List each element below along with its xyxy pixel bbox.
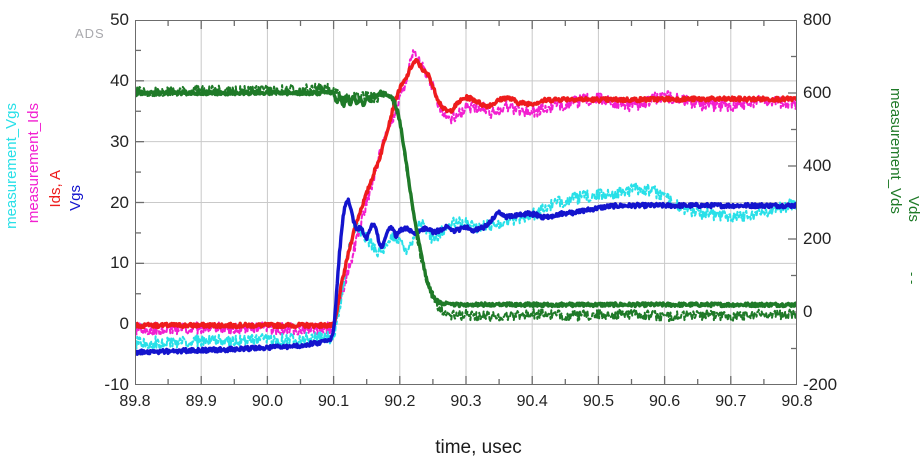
series-measurement-vgs (135, 182, 797, 350)
x-tick: 90.3 (450, 393, 482, 410)
right-axis-label-vds: Vds (905, 196, 921, 222)
y-tick-left: -10 (104, 375, 129, 394)
y-tick-right: -200 (803, 375, 838, 394)
y-tick-right: 600 (803, 83, 832, 102)
left-axis-label-measurement-vgs: measurement_Vgs (3, 103, 20, 229)
grid-layer (135, 20, 797, 385)
ads-watermark: ADS (75, 26, 105, 41)
series-ids-a (135, 57, 797, 330)
y-tick-left: 10 (110, 253, 129, 273)
series-measurement-vds (135, 82, 797, 323)
y-tick-right: 800 (803, 10, 832, 29)
y-axis-right: 800 600 400 200 0 -200 (803, 10, 883, 394)
y-tick-left: 50 (110, 10, 129, 29)
x-tick: 90.7 (715, 393, 747, 410)
plot-area (135, 20, 797, 385)
series-measurement-ids (135, 49, 797, 336)
x-tick: 90.6 (649, 393, 681, 410)
y-tick-left: 0 (119, 314, 129, 334)
x-tick: 90.8 (781, 393, 813, 410)
x-tick: 90.5 (582, 393, 614, 410)
y-axis-left: 50 40 30 20 10 0 -10 (55, 10, 129, 394)
y-tick-left: 20 (110, 192, 129, 212)
y-tick-right: 0 (803, 302, 813, 321)
x-tick: 90.4 (516, 393, 548, 410)
x-tick: 90.0 (251, 393, 283, 410)
x-tick: 90.2 (384, 393, 416, 410)
x-tick: 90.1 (318, 393, 350, 410)
series-vgs (135, 197, 797, 356)
y-tick-right: 200 (803, 229, 832, 248)
x-tick: 89.9 (185, 393, 217, 410)
x-axis: 89.8 89.9 90.0 90.1 90.2 90.3 90.4 90.5 … (119, 393, 812, 417)
right-axis-legend-dash: - - (905, 272, 920, 285)
x-axis-label: time, usec (0, 437, 921, 459)
y-tick-left: 40 (110, 70, 129, 90)
x-tick: 89.8 (119, 393, 151, 410)
x-axis-label-text: time, usec (435, 437, 522, 458)
data-layer (135, 49, 797, 356)
series-vds (135, 89, 797, 309)
y-tick-left: 30 (110, 131, 129, 151)
y-tick-right: 400 (803, 156, 832, 175)
left-axis-label-measurement-ids: measurement_Ids (25, 103, 42, 224)
right-axis-label-measurement-vds: measurement_Vds (887, 88, 904, 214)
